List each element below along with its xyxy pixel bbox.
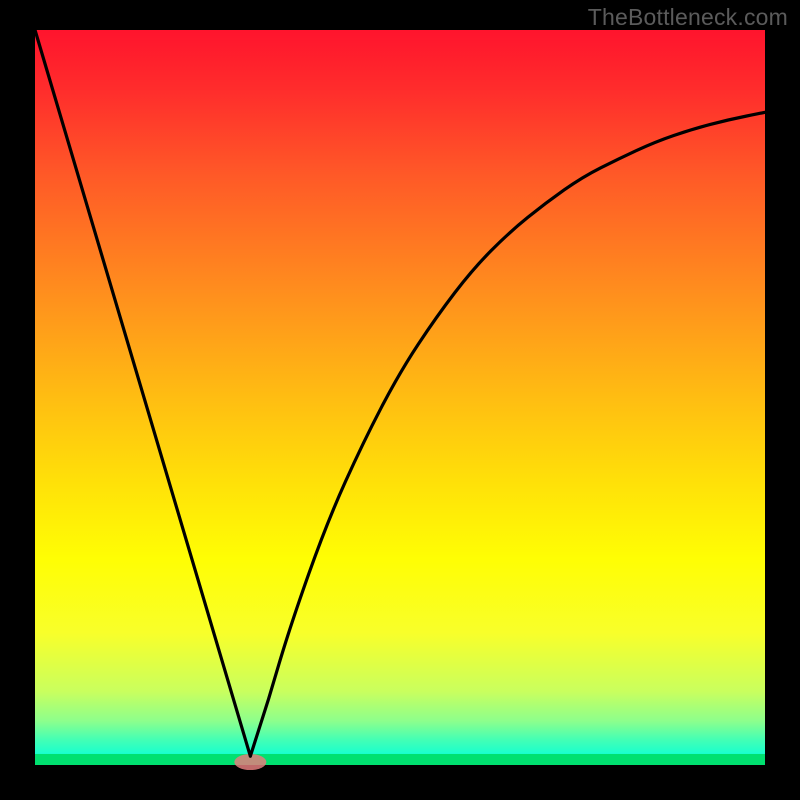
bottleneck-chart (0, 0, 800, 800)
green-baseline-strip (35, 754, 765, 765)
chart-stage: TheBottleneck.com (0, 0, 800, 800)
watermark-text: TheBottleneck.com (588, 4, 788, 31)
